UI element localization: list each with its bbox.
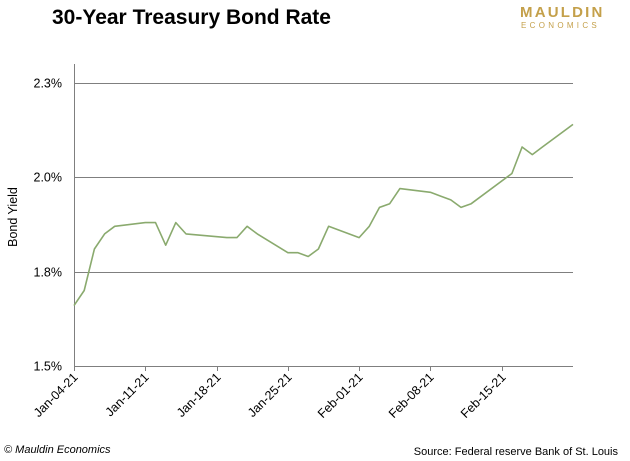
y-axis-title: Bond Yield	[6, 187, 20, 247]
series-layer	[73, 123, 574, 307]
y-tick-label: 1.8%	[34, 266, 63, 280]
x-tick-label: Feb-01-21	[315, 370, 366, 421]
copyright-note: © Mauldin Economics	[4, 444, 111, 456]
mauldin-economics-logo: MAULDIN ECONOMICS	[520, 4, 624, 40]
x-tick-label: Jan-25-21	[245, 370, 295, 420]
x-axis-ticks: Jan-04-21 Jan-11-21 Jan-18-21 Jan-25-21 Feb-…	[31, 366, 509, 421]
y-axis-ticks: 1.5% 1.8% 2.0% 2.3%	[34, 77, 63, 374]
chart-title: 30-Year Treasury Bond Rate	[52, 6, 331, 29]
x-tick-label: Feb-15-21	[458, 370, 509, 421]
x-tick-label: Jan-04-21	[31, 370, 81, 420]
y-tick-label: 2.3%	[34, 77, 63, 91]
x-tick-label: Jan-18-21	[174, 370, 224, 420]
series-line	[73, 123, 574, 307]
source-note: Source: Federal reserve Bank of St. Loui…	[413, 446, 618, 458]
y-tick-label: 1.5%	[34, 360, 63, 374]
x-tick-label: Jan-11-21	[103, 370, 152, 419]
gridlines	[74, 64, 573, 367]
y-tick-label: 2.0%	[34, 171, 63, 185]
x-tick-label: Feb-08-21	[386, 370, 437, 421]
logo-subtitle: ECONOMICS	[521, 21, 601, 30]
logo-wordmark: MAULDIN	[520, 4, 605, 21]
